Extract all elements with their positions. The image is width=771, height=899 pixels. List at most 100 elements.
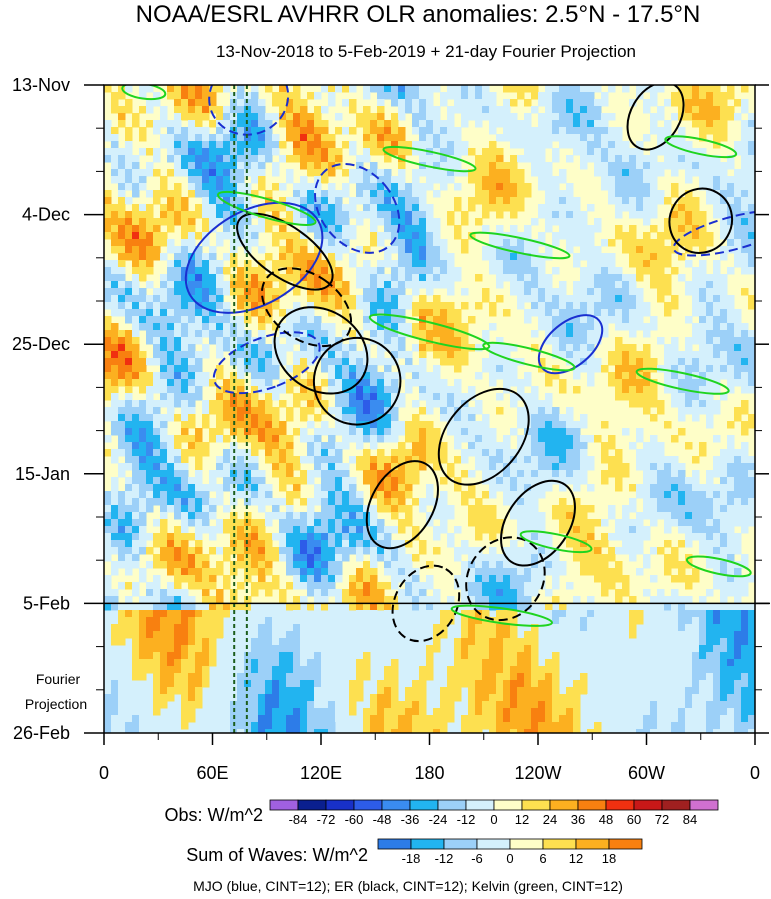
anomaly-cell (293, 267, 301, 275)
anomaly-cell (720, 491, 728, 499)
anomaly-cell (195, 141, 203, 149)
anomaly-cell (489, 246, 497, 254)
anomaly-cell (566, 106, 574, 114)
anomaly-cell (587, 232, 595, 240)
anomaly-cell (615, 183, 623, 191)
anomaly-cell (279, 99, 287, 107)
anomaly-cell (706, 365, 714, 373)
anomaly-cell (594, 330, 602, 338)
anomaly-cell (503, 134, 511, 142)
anomaly-cell (146, 106, 154, 114)
anomaly-cell (132, 162, 140, 170)
anomaly-cell (426, 260, 434, 268)
anomaly-cell (258, 267, 266, 275)
anomaly-cell (363, 106, 371, 114)
anomaly-cell (608, 351, 616, 359)
anomaly-cell (727, 491, 735, 499)
anomaly-cell (265, 484, 273, 492)
anomaly-cell (615, 386, 623, 394)
anomaly-cell (125, 232, 133, 240)
anomaly-cell (496, 519, 504, 527)
anomaly-cell (706, 533, 714, 541)
anomaly-cell (426, 99, 434, 107)
anomaly-cell (426, 498, 434, 506)
anomaly-cell (237, 435, 245, 443)
anomaly-cell (720, 295, 728, 303)
anomaly-cell (174, 442, 182, 450)
anomaly-cell (741, 127, 749, 135)
anomaly-cell (286, 176, 294, 184)
anomaly-cell (293, 211, 301, 219)
anomaly-cell (713, 484, 721, 492)
anomaly-cell (405, 358, 413, 366)
anomaly-cell (510, 393, 518, 401)
anomaly-cell (601, 295, 609, 303)
anomaly-cell (468, 554, 476, 562)
anomaly-cell (272, 372, 280, 380)
anomaly-cell (503, 183, 511, 191)
anomaly-cell (433, 456, 441, 464)
anomaly-cell (405, 365, 413, 373)
anomaly-cell (321, 421, 329, 429)
anomaly-cell (384, 155, 392, 163)
anomaly-cell (573, 470, 581, 478)
anomaly-cell (188, 316, 196, 324)
anomaly-cell (370, 288, 378, 296)
anomaly-cell (440, 162, 448, 170)
anomaly-cell (174, 351, 182, 359)
anomaly-cell (475, 85, 483, 93)
anomaly-cell (678, 379, 686, 387)
anomaly-cell (153, 386, 161, 394)
anomaly-cell (384, 498, 392, 506)
anomaly-cell (391, 309, 399, 317)
anomaly-cell (636, 239, 644, 247)
anomaly-cell (111, 365, 119, 373)
anomaly-cell (384, 358, 392, 366)
anomaly-cell (517, 505, 525, 513)
anomaly-cell (209, 547, 217, 555)
anomaly-cell (503, 176, 511, 184)
anomaly-cell (615, 288, 623, 296)
anomaly-cell (181, 393, 189, 401)
anomaly-cell (335, 456, 343, 464)
anomaly-cell (139, 85, 147, 93)
anomaly-cell (146, 218, 154, 226)
anomaly-cell (657, 449, 665, 457)
anomaly-cell (307, 197, 315, 205)
anomaly-cell (587, 463, 595, 471)
anomaly-cell (132, 498, 140, 506)
anomaly-cell (531, 260, 539, 268)
anomaly-cell (636, 162, 644, 170)
anomaly-cell (496, 596, 504, 604)
anomaly-cell (160, 183, 168, 191)
anomaly-cell (237, 344, 245, 352)
anomaly-cell (160, 505, 168, 513)
anomaly-cell (685, 239, 693, 247)
anomaly-cell (741, 218, 749, 226)
anomaly-cell (167, 309, 175, 317)
anomaly-cell (580, 274, 588, 282)
anomaly-cell (209, 253, 217, 261)
anomaly-cell (279, 386, 287, 394)
anomaly-cell (454, 274, 462, 282)
anomaly-cell (342, 281, 350, 289)
anomaly-cell (370, 134, 378, 142)
anomaly-cell (132, 400, 140, 408)
anomaly-cell (251, 113, 259, 121)
anomaly-cell (125, 330, 133, 338)
anomaly-cell (321, 470, 329, 478)
anomaly-cell (454, 442, 462, 450)
anomaly-cell (146, 463, 154, 471)
anomaly-cell (391, 456, 399, 464)
anomaly-cell (629, 547, 637, 555)
anomaly-cell (209, 99, 217, 107)
anomaly-cell (125, 288, 133, 296)
anomaly-cell (734, 239, 742, 247)
anomaly-cell (398, 428, 406, 436)
anomaly-cell (727, 512, 735, 520)
anomaly-cell (748, 267, 755, 275)
anomaly-cell (265, 603, 273, 611)
anomaly-cell (167, 603, 175, 611)
anomaly-cell (734, 148, 742, 156)
anomaly-cell (153, 442, 161, 450)
